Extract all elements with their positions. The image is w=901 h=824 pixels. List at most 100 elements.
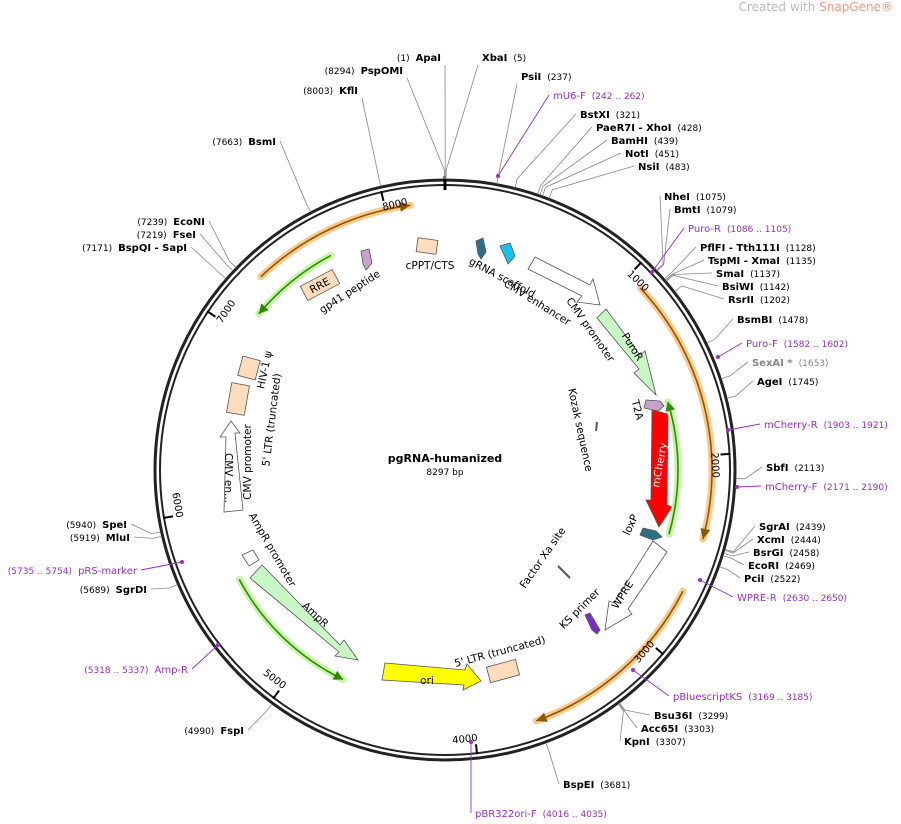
enzyme-line — [190, 246, 227, 279]
enzyme-name: BspEI — [563, 780, 594, 791]
primer-line — [717, 342, 743, 358]
enzyme-position: (1) — [397, 54, 410, 64]
feature-arrow — [360, 248, 373, 271]
enzyme-name: SpeI — [102, 520, 127, 531]
enzyme-label: BmtI (1079) — [674, 205, 736, 216]
enzyme-position: (2469) — [785, 562, 815, 572]
tick-mark — [162, 515, 174, 520]
enzyme-position: (7239) — [137, 218, 167, 228]
primer-range: (2630 .. 2650) — [783, 594, 847, 604]
enzyme-label: TspMI - XmaI (1135) — [708, 256, 816, 267]
enzyme-line — [537, 126, 593, 195]
primer-range: (4016 .. 4035) — [543, 810, 607, 820]
enzyme-line — [133, 535, 162, 539]
primer-site — [496, 174, 500, 178]
enzyme-position: (1653) — [799, 359, 829, 369]
enzyme-name: NheI — [664, 192, 690, 203]
primer-range: (1903 .. 1921) — [824, 421, 888, 431]
enzyme-line — [361, 97, 382, 187]
enzyme-position: (1478) — [778, 316, 808, 326]
primer-label: (5735 .. 5754) pRS-marker — [8, 566, 138, 577]
enzyme-label: (1) ApaI — [397, 53, 441, 64]
enzyme-line — [656, 208, 671, 272]
enzyme-label: NsiI (483) — [638, 162, 690, 173]
feature-label: cPPT/CTS — [406, 260, 455, 272]
enzyme-label: (5689) SgrDI — [80, 585, 147, 596]
tick-label: 2000 — [708, 452, 720, 478]
primer-label: pBluescriptKS (3169 .. 3185) — [673, 692, 813, 703]
primer-name: pBluescriptKS — [673, 692, 742, 703]
enzyme-position: (8003) — [303, 87, 333, 97]
enzyme-label: (7219) FseI — [137, 230, 196, 241]
enzyme-label: EcoRI (2469) — [748, 561, 815, 572]
enzyme-name: BamHI — [611, 136, 648, 147]
enzyme-name: PsiI — [521, 72, 541, 83]
enzyme-label: NotI (451) — [625, 149, 679, 160]
primer-range: (5735 .. 5754) — [8, 567, 72, 577]
primer-label: mU6-F (242 .. 262) — [553, 91, 645, 102]
enzyme-label: XbaI (5) — [482, 53, 526, 64]
enzyme-line — [656, 195, 664, 271]
enzyme-label: (7663) BsmI — [212, 137, 276, 148]
primer-name: WPRE-R — [737, 593, 777, 604]
primer-label: mCherry-F (2171 .. 2190) — [765, 482, 888, 493]
enzyme-line — [150, 584, 178, 590]
enzyme-name: EcoRI — [748, 561, 779, 572]
feature-label: CMV en... — [222, 453, 234, 503]
tick-mark — [272, 689, 280, 700]
enzyme-label: PciI (2522) — [744, 574, 800, 585]
enzyme-position: (1202) — [760, 296, 790, 306]
map-length: 8297 bp — [426, 468, 463, 478]
primer-label: mCherry-R (1903 .. 1921) — [764, 420, 888, 431]
feature-label: T2A — [628, 398, 645, 422]
primer-line — [632, 669, 670, 697]
enzyme-name: XbaI — [482, 53, 507, 64]
watermark-brand: SnapGene® — [819, 0, 893, 14]
feature-arrow — [527, 256, 601, 306]
feature-arrow — [604, 540, 668, 631]
enzyme-name: BsiWI — [722, 282, 754, 293]
enzyme-position: (3681) — [600, 781, 630, 791]
enzyme-label: (7171) BspQI - SapI — [82, 243, 187, 254]
enzyme-name: Bsu36I — [654, 711, 692, 722]
primer-site — [735, 485, 739, 489]
enzyme-position: (5919) — [70, 534, 100, 544]
tick-label: 7000 — [215, 298, 238, 325]
enzyme-label: (4990) FspI — [184, 726, 244, 737]
enzyme-line — [496, 83, 518, 184]
primer-range: (1582 .. 1602) — [784, 340, 848, 350]
enzyme-line — [445, 64, 479, 180]
enzyme-label: BstXI (321) — [580, 110, 640, 121]
enzyme-position: (7219) — [137, 231, 167, 241]
enzyme-label: BsiWI (1142) — [722, 282, 790, 293]
enzyme-line — [674, 285, 725, 300]
enzyme-name: KflI — [339, 86, 358, 97]
enzyme-line — [706, 318, 734, 344]
enzyme-line — [406, 77, 445, 180]
feature-arrow — [381, 662, 482, 691]
primer-site — [716, 355, 720, 359]
enzyme-line — [617, 703, 624, 742]
primer-line — [727, 423, 761, 431]
enzyme-label: (5919) MluI — [70, 533, 130, 544]
tick-label: 6000 — [169, 492, 184, 519]
enzyme-position: (7171) — [82, 244, 112, 254]
enzyme-position: (483) — [665, 163, 689, 173]
enzyme-position: (4990) — [184, 727, 214, 737]
enzyme-name: EcoNI — [173, 217, 205, 228]
enzyme-name: BsmI — [248, 137, 276, 148]
feature-arrow — [596, 308, 657, 397]
enzyme-label: RsrII (1202) — [728, 295, 790, 306]
primer-line — [497, 94, 550, 177]
primer-name: Puro-F — [746, 339, 778, 350]
enzyme-line — [199, 233, 234, 271]
primer-site — [650, 270, 654, 274]
tick-mark — [633, 261, 643, 271]
feature-arc — [639, 287, 713, 540]
enzyme-position: (2458) — [789, 549, 819, 559]
enzyme-line — [545, 742, 560, 785]
enzyme-line — [723, 551, 750, 557]
enzyme-name: BmtI — [674, 205, 701, 216]
enzyme-name: FspI — [220, 726, 244, 737]
enzyme-position: (5940) — [66, 521, 96, 531]
